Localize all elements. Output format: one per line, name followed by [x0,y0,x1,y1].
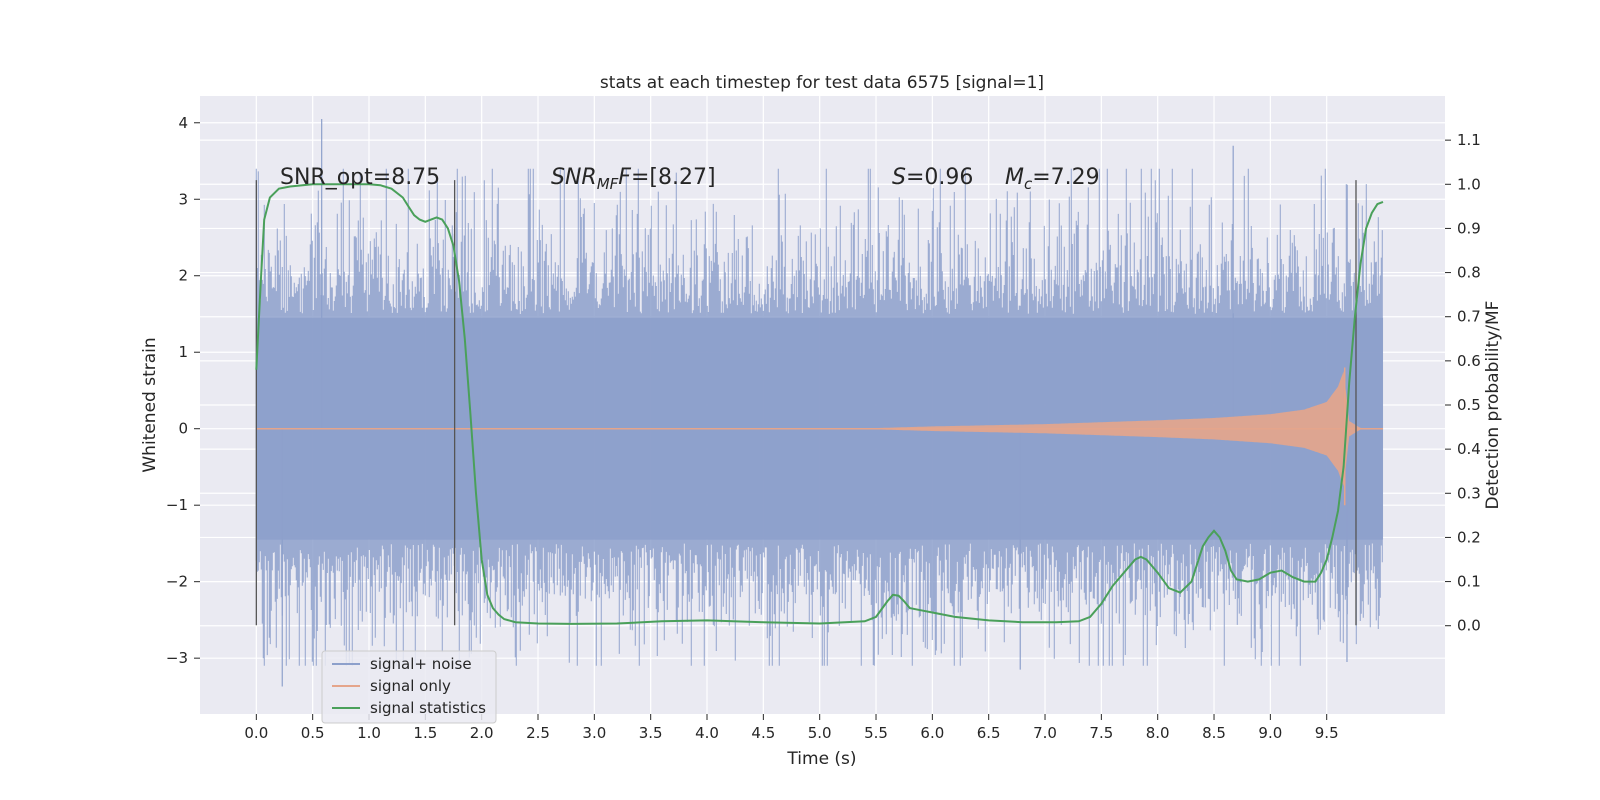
x-tick-label: 0.5 [301,724,325,742]
annotation-snr-mf-value-f: F [618,165,631,190]
x-tick-label: 9.5 [1315,724,1339,742]
x-axis: 0.0 0.5 1.0 1.5 2.0 2.5 3.0 3.5 4.0 4.5 5.0 5.5 6.0 6… [244,714,1339,742]
x-tick-label: 7.5 [1089,724,1113,742]
y-right-tick-label: 1.1 [1457,131,1481,149]
legend: signal+ noise signal only signal statist… [321,650,497,724]
x-tick-label: 8.5 [1202,724,1226,742]
y-right-tick-label: 0.6 [1457,352,1481,370]
x-tick-label: 8.0 [1146,724,1170,742]
annotation-mc-label: M [1005,165,1024,190]
y-right-tick-label: 0.0 [1457,617,1481,635]
y-tick-label: 0 [178,420,188,438]
y-right-tick-label: 0.8 [1457,264,1481,282]
y-right-tick-label: 0.4 [1457,440,1481,458]
x-tick-label: 5.0 [808,724,832,742]
y-right-tick-label: 0.1 [1457,573,1481,591]
y-right-tick-label: 0.9 [1457,219,1481,237]
annotation-snr-mf-subscript: MF [597,175,619,193]
legend-box [321,650,497,724]
y-tick-label: −3 [166,649,188,667]
x-tick-label: 4.0 [695,724,719,742]
annotation-s: S=0.96 [892,165,973,190]
y-axis-label-left: Whitened strain [140,337,160,472]
annotation-mc-value: =7.29 [1032,165,1099,190]
x-tick-label: 2.5 [526,724,550,742]
x-axis-label: Time (s) [786,749,856,769]
x-tick-label: 7.0 [1033,724,1057,742]
annotation-snr-mf-value: =[8.27] [631,165,716,190]
legend-label-signal-noise: signal+ noise [370,655,472,673]
annotation-snr-opt: SNR_opt=8.75 [280,165,440,190]
y-right-tick-label: 1.0 [1457,175,1481,193]
signal-statistics-series [255,183,1384,625]
x-tick-label: 3.0 [582,724,606,742]
y-tick-label: 3 [178,190,188,208]
annotation-s-value: =0.96 [906,165,973,190]
x-tick-label: 2.0 [470,724,494,742]
x-tick-label: 4.5 [751,724,775,742]
y-tick-label: −1 [166,496,188,514]
annotation-mc: Mc=7.29 [1005,165,1100,193]
annotation-mc-subscript: c [1024,175,1033,193]
x-tick-label: 1.0 [357,724,381,742]
signal-statistics-line [255,183,1384,625]
y-tick-label: −2 [166,573,188,591]
x-tick-label: 0.0 [244,724,268,742]
y-right-tick-label: 0.7 [1457,308,1481,326]
y-axis-left: −3 −2 −1 0 1 2 3 4 [166,114,200,667]
y-right-tick-label: 0.3 [1457,484,1481,502]
annotation-snr-mf: SNRMFF=[8.27] [551,165,716,193]
y-right-tick-label: 0.2 [1457,528,1481,546]
x-tick-label: 9.0 [1258,724,1282,742]
x-tick-label: 5.5 [864,724,888,742]
legend-label-signal-statistics: signal statistics [370,699,486,717]
x-tick-label: 6.0 [920,724,944,742]
y-tick-label: 4 [178,114,188,132]
x-tick-label: 1.5 [413,724,437,742]
annotation-s-label: S [892,165,906,190]
chart-title: stats at each timestep for test data 657… [600,73,1044,93]
x-tick-label: 3.5 [639,724,663,742]
y-axis-right: 0.0 0.1 0.2 0.3 0.4 0.5 0.6 0.7 0.8 0.9 1.0 1.1 [1445,131,1481,635]
y-tick-label: 2 [178,267,188,285]
y-axis-label-right: Detection probability/MF [1483,301,1503,510]
x-tick-label: 6.5 [977,724,1001,742]
y-right-tick-label: 0.5 [1457,396,1481,414]
y-tick-label: 1 [178,343,188,361]
legend-label-signal-only: signal only [370,677,451,695]
annotation-snr-mf-label: SNR [551,165,597,190]
